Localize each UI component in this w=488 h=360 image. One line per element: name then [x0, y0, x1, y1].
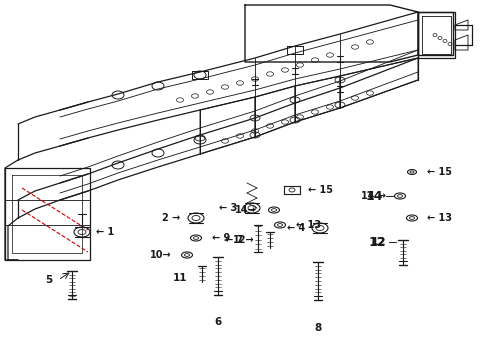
Text: 12: 12 [370, 237, 385, 247]
Text: 12→: 12→ [233, 235, 254, 245]
Text: 2 →: 2 → [162, 213, 180, 223]
Text: ← 15: ← 15 [307, 185, 332, 195]
Text: 11: 11 [172, 273, 186, 283]
Text: 5: 5 [45, 275, 52, 285]
Text: ← 15: ← 15 [426, 167, 451, 177]
Text: 6: 6 [214, 317, 221, 327]
Text: ← 9: ← 9 [212, 233, 230, 243]
Text: ← 1: ← 1 [96, 227, 114, 237]
Text: 14→: 14→ [235, 205, 257, 215]
Text: ← 7: ← 7 [224, 235, 243, 245]
Text: ← 4: ← 4 [286, 223, 305, 233]
Text: ← 3: ← 3 [218, 203, 237, 213]
Text: ← 13: ← 13 [426, 213, 451, 223]
Text: ← 13: ← 13 [295, 220, 320, 230]
Text: 14: 14 [365, 189, 382, 202]
Text: 10→: 10→ [150, 250, 172, 260]
Text: 14 →: 14 → [360, 191, 385, 201]
Text: 8: 8 [314, 323, 321, 333]
Text: 12: 12 [368, 235, 385, 248]
